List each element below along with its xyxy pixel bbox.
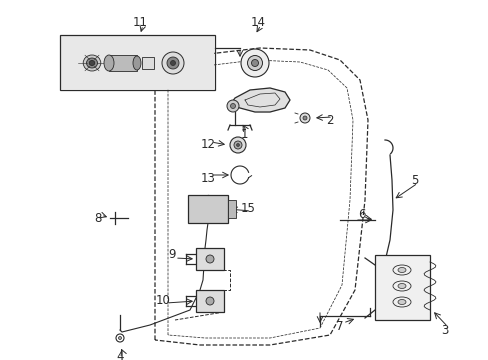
Ellipse shape (118, 337, 121, 339)
Text: 11: 11 (132, 15, 147, 28)
Ellipse shape (299, 113, 309, 123)
Ellipse shape (303, 116, 306, 120)
Ellipse shape (167, 57, 179, 69)
Ellipse shape (89, 60, 95, 66)
Ellipse shape (241, 49, 268, 77)
Ellipse shape (236, 144, 239, 147)
Ellipse shape (234, 141, 242, 149)
Text: 7: 7 (336, 320, 343, 333)
Ellipse shape (397, 284, 405, 288)
Text: 6: 6 (358, 208, 365, 221)
Bar (196, 248, 224, 270)
Ellipse shape (397, 267, 405, 273)
Ellipse shape (247, 55, 262, 71)
Text: 14: 14 (250, 15, 265, 28)
Text: 1: 1 (240, 129, 247, 141)
Ellipse shape (397, 300, 405, 305)
Ellipse shape (251, 59, 258, 67)
Ellipse shape (133, 56, 141, 70)
Text: 2: 2 (325, 113, 333, 126)
Polygon shape (229, 88, 289, 112)
Ellipse shape (86, 58, 97, 68)
Ellipse shape (162, 52, 183, 74)
Text: 9: 9 (168, 248, 175, 261)
Text: 3: 3 (440, 324, 448, 337)
Bar (187, 195, 227, 223)
Text: 5: 5 (410, 174, 418, 186)
Bar (109, 55, 137, 71)
Bar (142, 57, 154, 69)
Bar (374, 255, 429, 320)
Text: 8: 8 (94, 211, 102, 225)
Ellipse shape (205, 297, 214, 305)
Bar (196, 290, 224, 312)
Ellipse shape (230, 104, 235, 108)
Bar (227, 200, 236, 218)
Bar (61, 36, 214, 89)
Ellipse shape (104, 55, 114, 71)
Ellipse shape (229, 137, 245, 153)
Text: 10: 10 (155, 293, 170, 306)
Text: 15: 15 (240, 202, 255, 215)
Text: 4: 4 (116, 350, 123, 360)
Ellipse shape (205, 255, 214, 263)
Ellipse shape (170, 60, 175, 66)
Ellipse shape (226, 100, 239, 112)
Text: 13: 13 (200, 171, 215, 184)
Ellipse shape (83, 55, 101, 71)
Text: 12: 12 (200, 139, 215, 152)
Bar (60, 35, 215, 90)
